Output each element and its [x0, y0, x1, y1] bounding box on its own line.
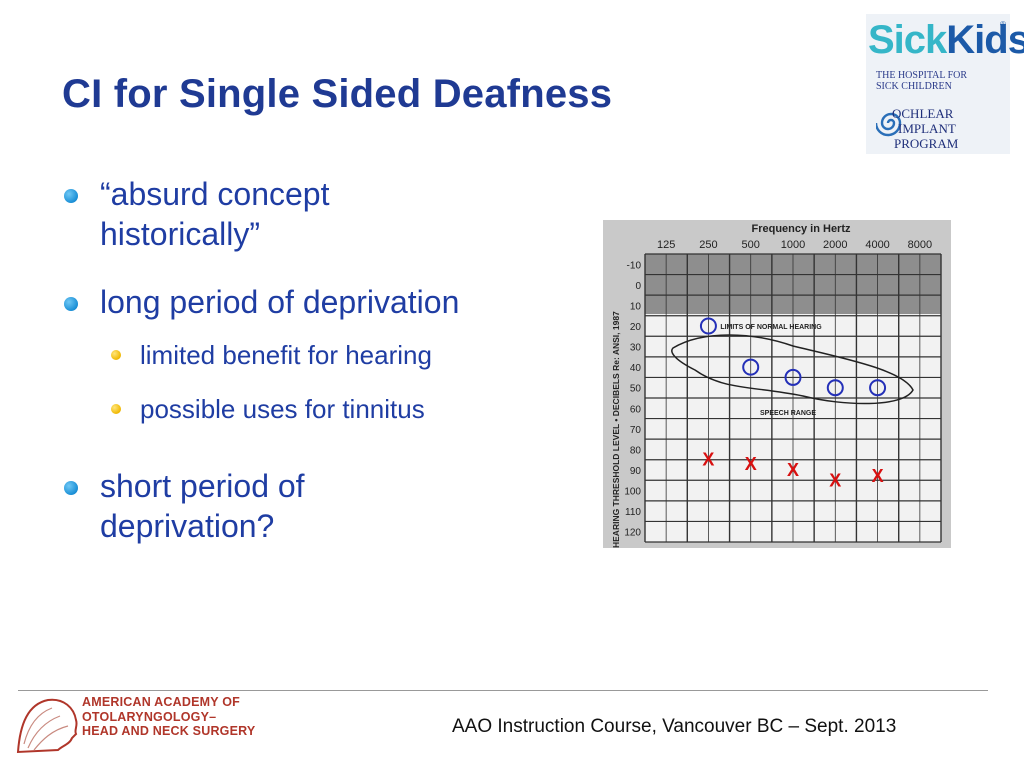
sickkids-logo: SickKids ® THE HOSPITAL FOR SICK CHILDRE…: [866, 14, 1024, 154]
right-ear-marker-icon: [826, 379, 844, 397]
bullet-dot-icon: [64, 481, 78, 495]
bullet-dot-icon: [64, 297, 78, 311]
frequency-tick-label: 8000: [908, 239, 932, 251]
level-tick-label: -10: [627, 260, 642, 271]
right-ear-marker-icon: [869, 379, 887, 397]
level-tick-label: 60: [630, 404, 642, 415]
frequency-tick-label: 500: [742, 239, 760, 251]
bullet-text: short period of deprivation?: [100, 468, 305, 544]
left-ear-marker: X: [745, 454, 757, 474]
level-tick-label: 110: [625, 507, 641, 518]
sub-bullet-text: limited benefit for hearing: [140, 340, 432, 370]
bullet-text: long period of deprivation: [100, 284, 460, 320]
level-tick-label: 80: [630, 445, 642, 456]
head-profile-icon: [16, 698, 78, 754]
left-ear-marker: X: [829, 470, 841, 490]
sickkids-wordmark: SickKids: [868, 18, 1024, 62]
audiogram-grid: [644, 253, 942, 543]
level-tick-label: 0: [635, 281, 641, 292]
audiogram-chart: Frequency in Hertz HEARING THRESHOLD LEV…: [603, 220, 951, 548]
level-tick-label: 90: [630, 466, 642, 477]
level-tick-label: 100: [624, 487, 641, 498]
bullet-item: long period of deprivation: [64, 282, 584, 322]
frequency-tick-label: 1000: [781, 239, 805, 251]
right-ear-marker-icon: [742, 358, 760, 376]
audiogram-marks: X X X X X: [699, 317, 887, 490]
frequency-tick-label: 125: [657, 239, 675, 251]
level-tick-label: 50: [630, 384, 642, 395]
registered-mark: ®: [1000, 20, 1006, 29]
level-tick-labels: -10 0 10 20 30 40 50 60 70 80 90 100 110 120: [624, 260, 641, 538]
frequency-tick-label: 2000: [823, 239, 847, 251]
right-ear-marker-icon: [699, 317, 717, 335]
footer-divider: [18, 690, 988, 691]
cochlea-swirl-icon: [876, 112, 902, 137]
slide-title: CI for Single Sided Deafness: [62, 72, 613, 116]
bullet-list: “absurd concept historically” long perio…: [64, 174, 584, 574]
bullet-dot-icon: [64, 189, 78, 203]
frequency-tick-label: 250: [699, 239, 717, 251]
level-tick-label: 20: [630, 322, 642, 333]
frequency-tick-labels: 125 250 500 1000 2000 4000 8000: [657, 239, 932, 251]
level-tick-label: 10: [630, 301, 642, 312]
sub-bullet-text: possible uses for tinnitus: [140, 394, 425, 424]
bullet-item: “absurd concept historically”: [64, 174, 584, 254]
sub-bullet-dot-icon: [111, 404, 121, 414]
level-tick-label: 30: [630, 343, 642, 354]
level-tick-label: 40: [630, 363, 642, 374]
aao-logo: [16, 698, 78, 754]
left-ear-marker: X: [872, 466, 884, 486]
course-info: AAO Instruction Course, Vancouver BC – S…: [452, 716, 897, 737]
level-tick-label: 120: [624, 528, 641, 539]
sub-bullet-list: limited benefit for hearing possible use…: [64, 328, 584, 436]
aao-organization-name: AMERICAN ACADEMY OF OTOLARYNGOLOGY– HEAD…: [82, 695, 256, 738]
level-axis-title: HEARING THRESHOLD LEVEL • DECIBELS Re: A…: [611, 311, 621, 548]
left-ear-marker: X: [787, 460, 799, 480]
sub-bullet-item: possible uses for tinnitus: [64, 382, 584, 436]
speech-range-label: SPEECH RANGE: [760, 410, 816, 417]
right-ear-marker-icon: [784, 368, 802, 386]
speech-range-outline: [671, 334, 914, 405]
cochlear-program-name: OCHLEAR IMPLANT PROGRAM: [892, 106, 959, 151]
hospital-name: THE HOSPITAL FOR SICK CHILDREN: [876, 70, 968, 92]
frequency-axis-title: Frequency in Hertz: [751, 223, 851, 235]
level-tick-label: 70: [630, 425, 642, 436]
sub-bullet-item: limited benefit for hearing: [64, 328, 584, 382]
frequency-tick-label: 4000: [865, 239, 889, 251]
sub-bullet-dot-icon: [111, 350, 121, 360]
bullet-item: short period of deprivation?: [64, 466, 584, 546]
bullet-text: “absurd concept historically”: [100, 176, 330, 252]
left-ear-marker: X: [702, 450, 714, 470]
head-pattern-icon: [23, 707, 69, 751]
normal-hearing-label: LIMITS OF NORMAL HEARING: [720, 324, 822, 331]
